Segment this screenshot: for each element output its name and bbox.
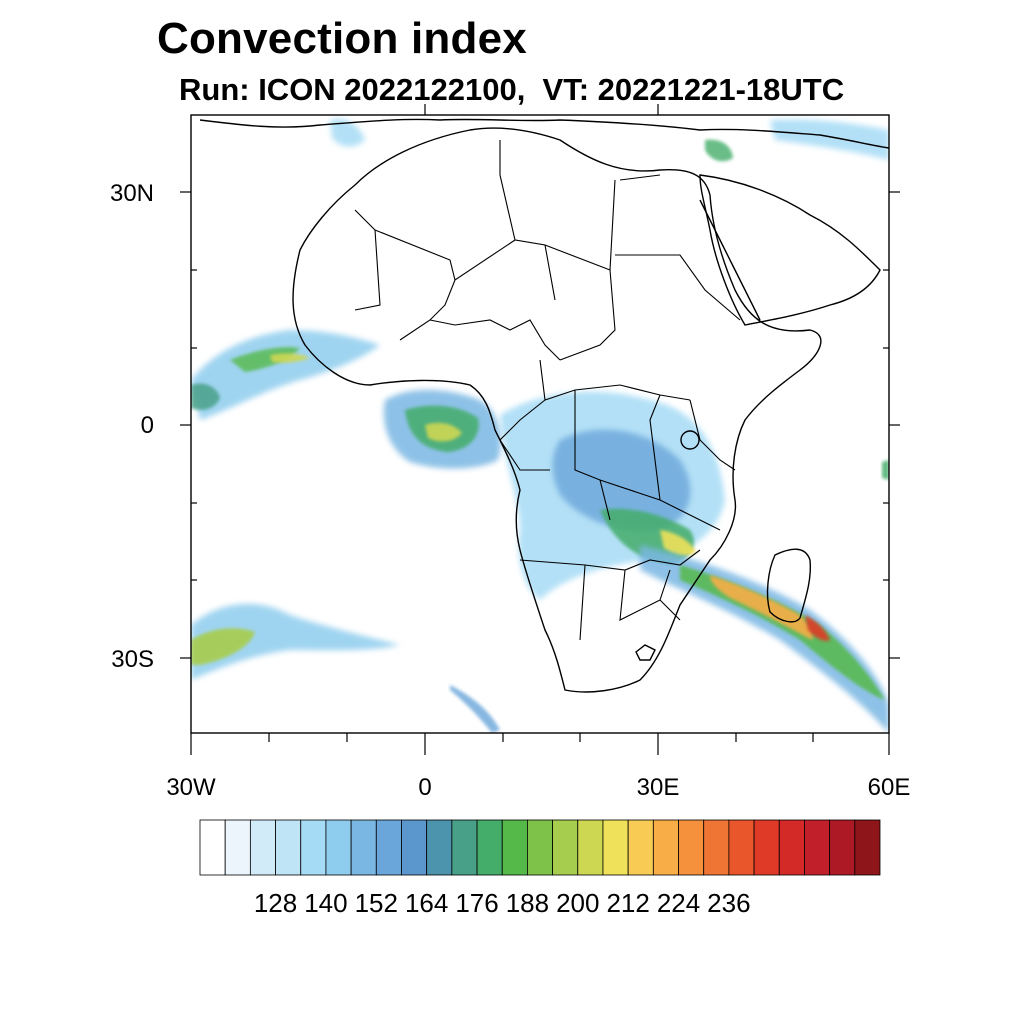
convection-streak-warm <box>710 575 813 640</box>
colorbar-box <box>829 819 856 876</box>
arabia-coastline <box>699 174 881 326</box>
lon-label-0: 0 <box>418 774 432 801</box>
convection-field <box>191 118 889 733</box>
lake-victoria <box>680 430 700 450</box>
colorbar-box <box>703 819 730 876</box>
convection-streak-core <box>680 565 885 700</box>
colorbar-box <box>325 819 352 876</box>
convection-guinea-peak <box>425 422 462 442</box>
colorbar-box <box>753 819 780 876</box>
convection-north-east <box>770 119 889 160</box>
madagascar-coastline <box>766 548 812 623</box>
colorbar-box <box>652 819 679 876</box>
colorbar-box <box>552 819 579 876</box>
map-frame <box>190 114 890 734</box>
colorbar-box <box>426 819 453 876</box>
colorbar <box>199 819 881 876</box>
colorbar-box <box>451 819 478 876</box>
lat-label-30s: 30S <box>111 646 154 673</box>
colorbar-box <box>728 819 755 876</box>
coastlines-and-borders <box>199 118 889 693</box>
convection-itcz-band <box>191 330 380 420</box>
colorbar-box <box>401 819 428 876</box>
lesotho-outline <box>635 644 656 661</box>
europe-coastline <box>199 118 889 149</box>
colorbar-box <box>275 819 302 876</box>
convection-itcz-peak <box>270 353 310 363</box>
convection-mozambique-streak <box>640 545 889 733</box>
colorbar-label: 164 <box>404 888 449 918</box>
convection-west-edge <box>191 383 220 410</box>
colorbar-box <box>375 819 402 876</box>
colorbar-box <box>476 819 503 876</box>
colorbar-box <box>804 819 831 876</box>
lat-label-0: 0 <box>140 412 154 439</box>
colorbar-box <box>854 819 881 876</box>
colorbar-box <box>224 819 251 876</box>
colorbar-box <box>627 819 654 876</box>
colorbar-box <box>678 819 705 876</box>
colorbar-label: 128 <box>253 888 298 918</box>
colorbar-label: 212 <box>606 888 650 918</box>
colorbar-box <box>199 819 226 876</box>
colorbar-label: 200 <box>556 888 600 918</box>
colorbar-label: 152 <box>354 888 398 918</box>
country-borders <box>354 140 741 641</box>
colorbar-label: 188 <box>505 888 550 918</box>
lon-label-30e: 30E <box>636 774 680 801</box>
colorbar-box <box>577 819 604 876</box>
chart-subtitle: Run: ICON 2022122100, VT: 20221221-18UTC <box>179 72 845 107</box>
colorbar-box <box>350 819 377 876</box>
lon-label-30w: 30W <box>166 774 216 801</box>
convection-zambia-peak <box>660 530 696 556</box>
colorbar-label: 236 <box>707 888 751 918</box>
lat-label-30n: 30N <box>109 180 154 207</box>
colorbar-box <box>602 819 629 876</box>
colorbar-box <box>501 819 528 876</box>
convection-south-atlantic-core <box>191 628 255 665</box>
colorbar-box <box>778 819 805 876</box>
chart-title: Convection index <box>157 14 527 63</box>
convection-east-edge <box>882 460 889 480</box>
colorbar-label: 224 <box>656 888 701 918</box>
africa-coastline <box>292 127 822 693</box>
convection-itcz-core <box>230 347 300 372</box>
convection-levant <box>705 139 733 162</box>
convection-central-core <box>552 429 691 531</box>
colorbar-label: 176 <box>455 888 499 918</box>
colorbar-box <box>249 819 276 876</box>
convection-southwest-streak <box>450 685 500 733</box>
convection-streak-peak <box>805 615 830 641</box>
red-sea-coast <box>699 199 761 321</box>
colorbar-box <box>300 819 327 876</box>
lon-label-60e: 60E <box>867 774 911 801</box>
convection-south-atlantic <box>191 603 400 680</box>
axis-ticks <box>180 104 900 755</box>
colorbar-label: 140 <box>304 888 348 918</box>
convection-mediterranean <box>330 118 365 147</box>
colorbar-box <box>527 819 553 876</box>
